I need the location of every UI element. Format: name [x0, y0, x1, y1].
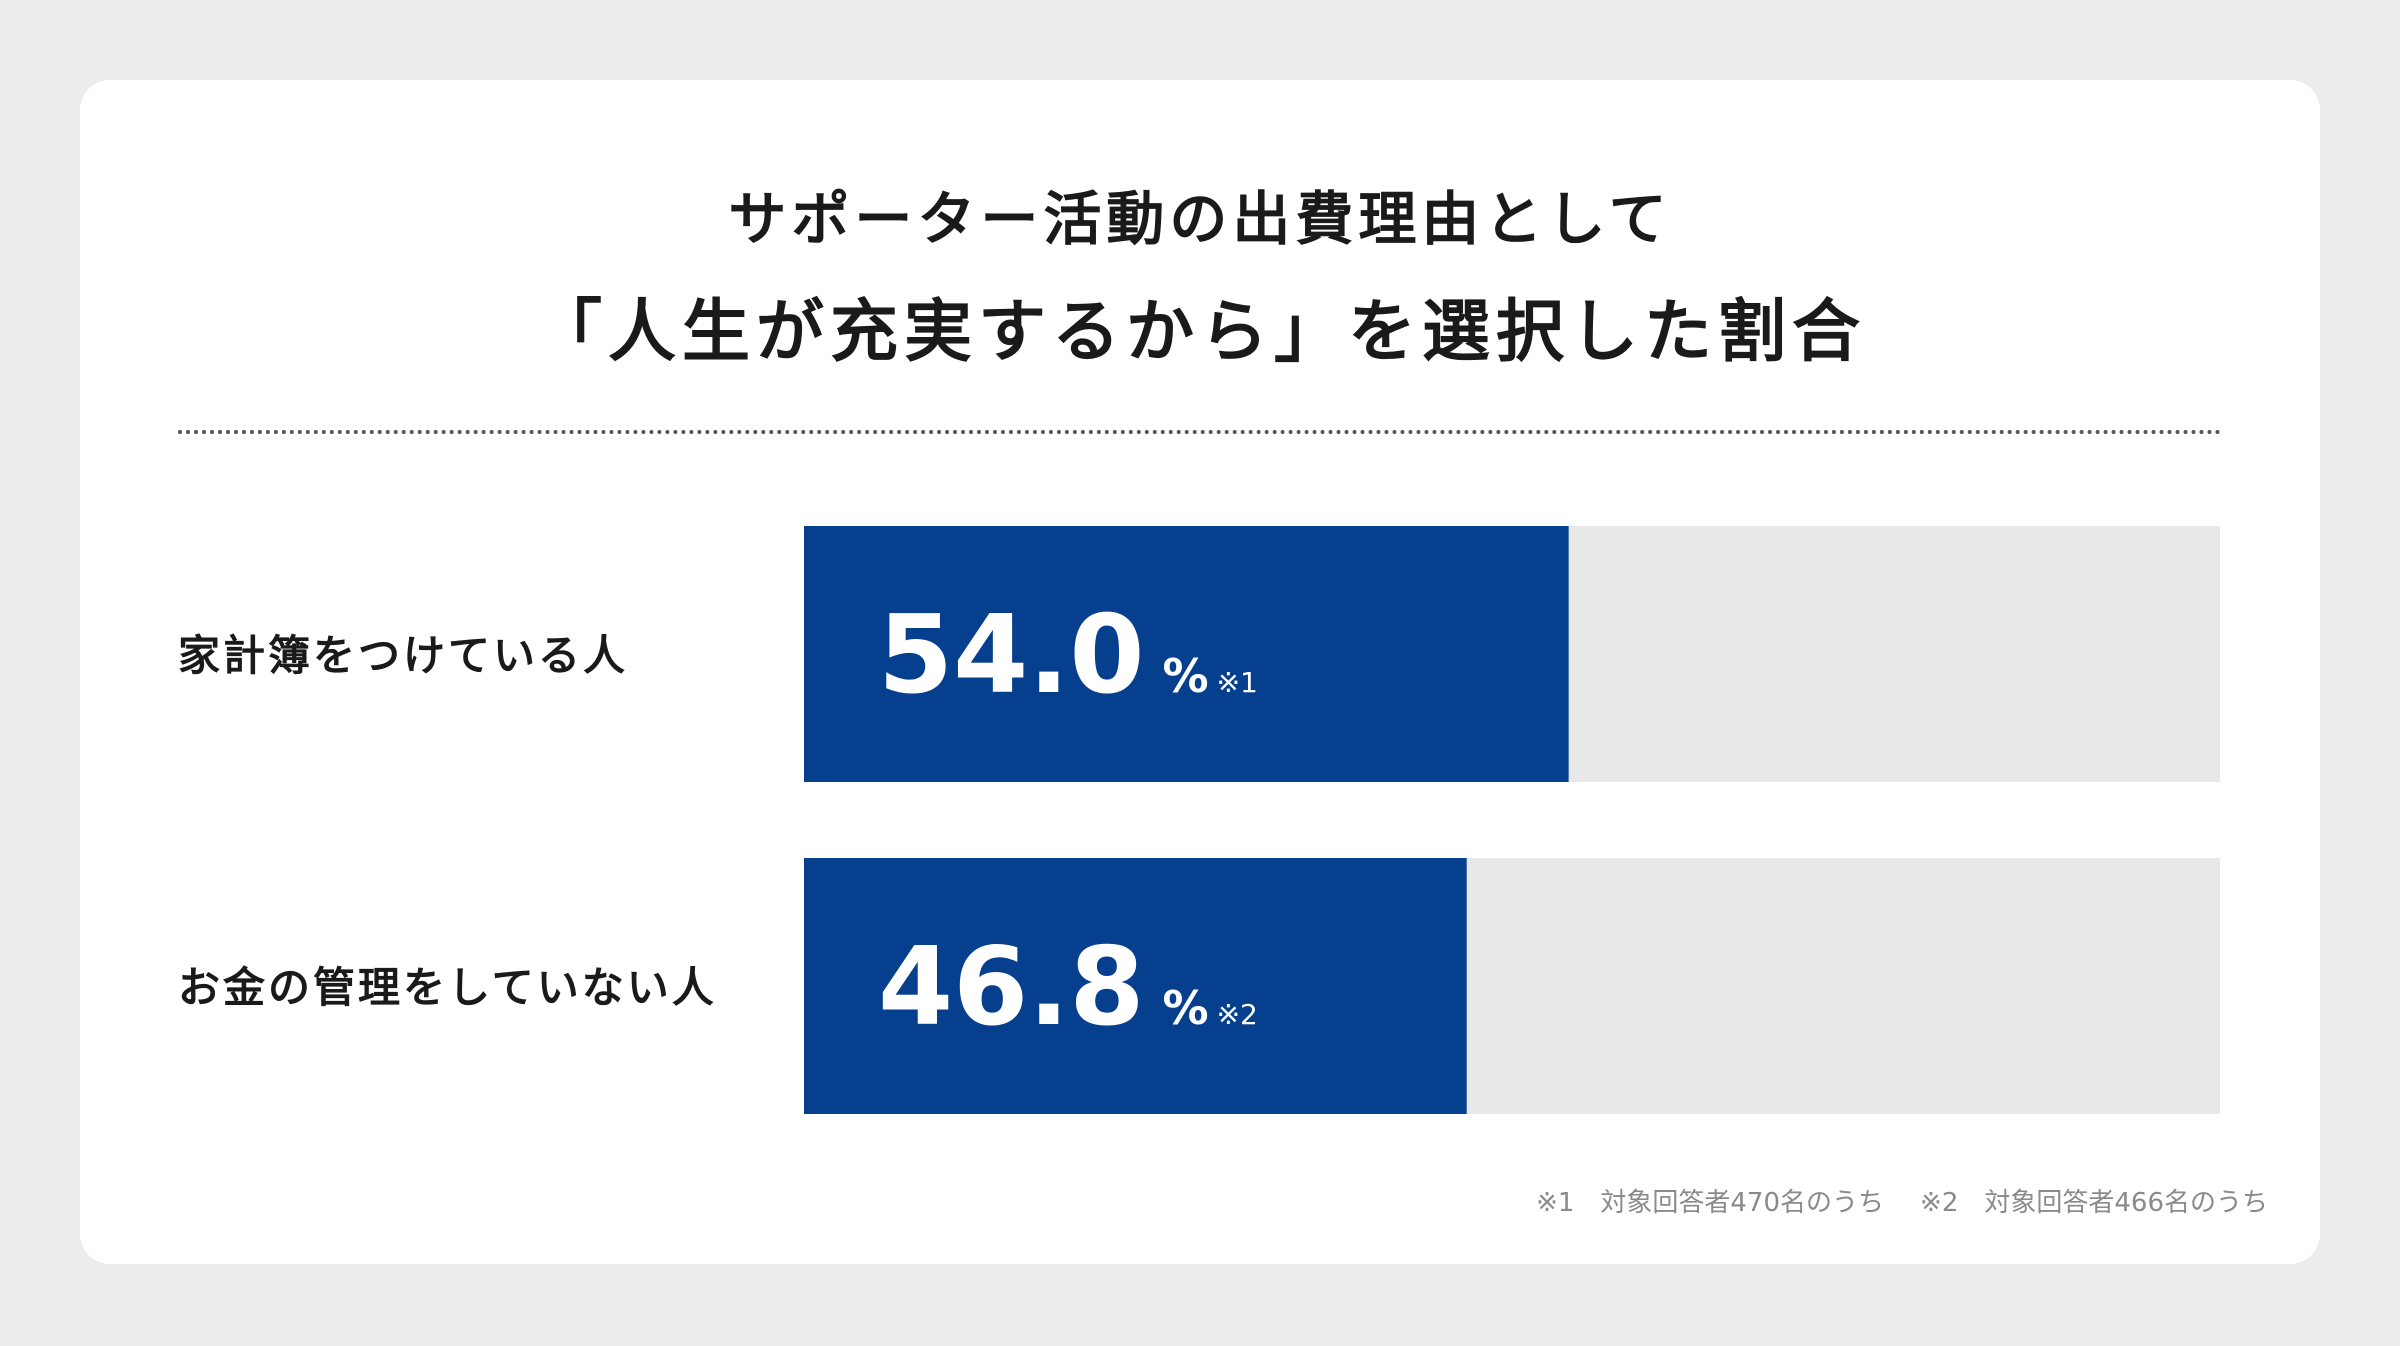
data-label-unit: %: [1162, 981, 1208, 1035]
bar: [804, 526, 1569, 782]
data-label-value: 54.0: [878, 593, 1144, 718]
bar-chart: 家計簿をつけている人 54.0% ※1 お金の管理をしていない人 46.8% ※2: [178, 526, 2220, 1114]
data-label-value: 46.8: [878, 925, 1144, 1050]
footnotes: ※1 対象回答者470名のうち ※2 対象回答者466名のうち: [1536, 1182, 2268, 1219]
data-label-note: ※2: [1217, 998, 1258, 1031]
category-label: お金の管理をしていない人: [178, 963, 717, 1012]
bar: [804, 858, 1467, 1114]
footnote-2: ※2 対象回答者466名のうち: [1920, 1188, 2268, 1218]
data-label-unit: %: [1162, 649, 1208, 703]
footnote-1: ※1 対象回答者470名のうち: [1536, 1188, 1885, 1218]
chart-title-line-2: 「人生が充実するから」を選択した割合: [533, 293, 1866, 372]
chart-title-line-1: サポーター活動の出費理由として: [728, 185, 1672, 253]
data-label-note: ※1: [1217, 666, 1258, 699]
dotted-divider: [178, 430, 2222, 434]
category-label: 家計簿をつけている人: [178, 631, 628, 680]
chart-card: サポーター活動の出費理由として 「人生が充実するから」を選択した割合 家計簿をつ…: [80, 80, 2320, 1264]
